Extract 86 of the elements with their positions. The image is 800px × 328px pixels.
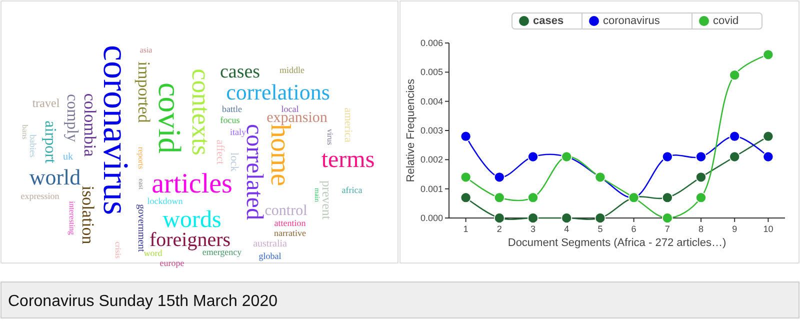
- x-tick-label: 9: [732, 224, 738, 234]
- text: covid: [152, 82, 188, 154]
- legend-label: cases: [533, 15, 564, 27]
- point: [528, 151, 538, 162]
- x-tick-label: 4: [564, 224, 570, 234]
- text: middle: [280, 65, 304, 75]
- text: world: [29, 164, 81, 190]
- text: local: [281, 104, 300, 114]
- text: word: [144, 248, 163, 258]
- text: airport: [42, 120, 58, 164]
- point: [729, 151, 740, 162]
- point: [494, 172, 505, 183]
- point: [528, 212, 538, 224]
- text: global: [258, 251, 282, 261]
- text: lockdown: [147, 196, 184, 206]
- text: bans: [20, 124, 30, 140]
- point: [561, 212, 572, 224]
- text: asia: [140, 46, 153, 54]
- text: prevent: [320, 180, 334, 220]
- text: uk: [63, 152, 73, 162]
- y-tick-label: 0.000: [420, 213, 443, 223]
- text: virus: [326, 129, 334, 145]
- point: [662, 192, 673, 203]
- point: [696, 151, 706, 162]
- text: travel: [32, 96, 60, 110]
- x-tick-label: 3: [530, 224, 536, 234]
- point: [729, 130, 740, 142]
- text: battle: [222, 104, 242, 114]
- text: isolation: [78, 186, 98, 245]
- text: home: [264, 124, 296, 186]
- text: reports: [136, 146, 146, 170]
- point: [696, 192, 706, 203]
- text: terms: [321, 147, 375, 173]
- point: [460, 130, 472, 142]
- text: affect: [214, 140, 226, 164]
- text: australia: [253, 238, 288, 250]
- point: [594, 212, 606, 224]
- point: [494, 192, 505, 203]
- text: cases: [220, 62, 260, 82]
- text: narrative: [274, 228, 306, 238]
- x-tick-label: 1: [463, 224, 468, 234]
- text: expression: [20, 191, 60, 201]
- text: crisis: [114, 242, 122, 258]
- x-tick-label: 2: [496, 224, 502, 234]
- y-tick-label: 0.003: [420, 126, 443, 136]
- legend-label: covid: [713, 15, 739, 27]
- point: [662, 212, 673, 224]
- point: [696, 172, 706, 183]
- point: [662, 151, 673, 162]
- y-tick-label: 0.006: [420, 38, 443, 48]
- point: [762, 130, 774, 142]
- point: [494, 212, 505, 224]
- legend-label: coronavirus: [603, 15, 660, 27]
- y-tick-label: 0.004: [420, 96, 443, 106]
- point: [460, 172, 472, 183]
- y-axis-title: Relative Frequencies: [405, 78, 417, 182]
- point: [460, 192, 472, 203]
- text: imported: [134, 61, 154, 124]
- text: focus: [220, 115, 240, 125]
- point: [528, 192, 538, 203]
- text: africa: [342, 185, 362, 195]
- text: interesting: [68, 201, 76, 235]
- x-tick-label: 6: [631, 224, 636, 234]
- text: babies: [28, 134, 38, 158]
- text: italy: [230, 127, 246, 137]
- point: [762, 49, 774, 60]
- text: contexts: [186, 68, 216, 156]
- x-tick-label: 5: [598, 224, 603, 234]
- y-tick-label: 0.001: [420, 184, 443, 194]
- y-tick-label: 0.002: [420, 154, 443, 165]
- text: control: [264, 203, 308, 219]
- text: correlations: [226, 80, 330, 104]
- x-tick-label: 8: [698, 224, 704, 234]
- text: comply: [64, 94, 80, 142]
- text: america: [342, 108, 354, 143]
- point: [729, 70, 740, 80]
- x-tick-label: 10: [763, 224, 774, 234]
- x-tick-label: 7: [664, 224, 670, 234]
- text: Coronavirus Sunday 15th March 2020: [8, 293, 278, 310]
- text: attention: [274, 218, 306, 228]
- text: government: [136, 204, 146, 252]
- y-tick-label: 0.005: [420, 67, 443, 78]
- text: europe: [160, 258, 184, 268]
- text: lock: [228, 152, 240, 172]
- point: [762, 151, 774, 162]
- x-axis-title: Document Segments (Africa - 272 articles…): [508, 237, 726, 249]
